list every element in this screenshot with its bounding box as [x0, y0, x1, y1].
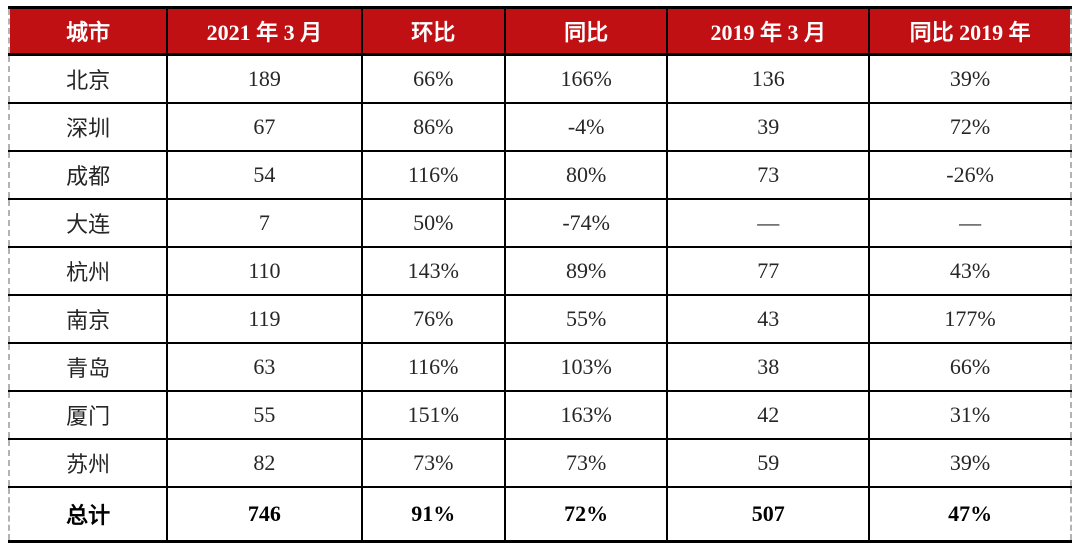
city-cell: 大连: [9, 198, 169, 248]
header-cell-mom: 环比: [360, 7, 506, 56]
value-cell: —: [868, 198, 1071, 248]
value-cell: 55: [166, 390, 363, 440]
table-row-beijing: 北京 189 66% 166% 136 39%: [9, 53, 1071, 104]
value-cell: 82: [166, 438, 363, 488]
value-cell: 143%: [360, 246, 506, 296]
value-cell: —: [666, 198, 871, 248]
value-cell: 39: [666, 102, 871, 152]
value-cell: 7: [166, 198, 363, 248]
table-row-chengdu: 成都 54 116% 80% 73 -26%: [9, 150, 1071, 200]
total-value-cell: 72%: [503, 486, 669, 542]
value-cell: 189: [166, 53, 363, 104]
table-row-suzhou: 苏州 82 73% 73% 59 39%: [9, 438, 1071, 488]
value-cell: 39%: [868, 438, 1071, 488]
value-cell: 116%: [360, 150, 506, 200]
value-cell: 166%: [503, 53, 669, 104]
value-cell: 77: [666, 246, 871, 296]
value-cell: 55%: [503, 294, 669, 344]
value-cell: 103%: [503, 342, 669, 392]
value-cell: 43: [666, 294, 871, 344]
table-row-total: 总计 746 91% 72% 507 47%: [9, 486, 1071, 542]
city-cell: 杭州: [9, 246, 169, 296]
value-cell: 54: [166, 150, 363, 200]
value-cell: 110: [166, 246, 363, 296]
value-cell: 42: [666, 390, 871, 440]
value-cell: 72%: [868, 102, 1071, 152]
header-row: 城市 2021 年 3 月 环比 同比 2019 年 3 月 同比 2019 年: [9, 7, 1071, 56]
value-cell: 73%: [360, 438, 506, 488]
value-cell: 73: [666, 150, 871, 200]
city-cell: 深圳: [9, 102, 169, 152]
value-cell: 43%: [868, 246, 1071, 296]
table-row-shenzhen: 深圳 67 86% -4% 39 72%: [9, 102, 1071, 152]
total-label-cell: 总计: [9, 486, 169, 542]
table-row-qingdao: 青岛 63 116% 103% 38 66%: [9, 342, 1071, 392]
total-value-cell: 47%: [868, 486, 1071, 542]
value-cell: 59: [666, 438, 871, 488]
total-value-cell: 91%: [360, 486, 506, 542]
total-value-cell: 507: [666, 486, 871, 542]
value-cell: -74%: [503, 198, 669, 248]
value-cell: 67: [166, 102, 363, 152]
value-cell: -26%: [868, 150, 1071, 200]
value-cell: 163%: [503, 390, 669, 440]
value-cell: 151%: [360, 390, 506, 440]
value-cell: 38: [666, 342, 871, 392]
value-cell: 66%: [868, 342, 1071, 392]
value-cell: 39%: [868, 53, 1071, 104]
city-cell: 北京: [9, 53, 169, 104]
city-cell: 南京: [9, 294, 169, 344]
header-cell-vs2019: 同比 2019 年: [868, 7, 1071, 56]
city-cell: 青岛: [9, 342, 169, 392]
city-cell: 苏州: [9, 438, 169, 488]
value-cell: 80%: [503, 150, 669, 200]
header-cell-2021-mar: 2021 年 3 月: [166, 7, 363, 56]
header-cell-city: 城市: [9, 7, 169, 56]
value-cell: 31%: [868, 390, 1071, 440]
city-cell: 成都: [9, 150, 169, 200]
table-row-nanjing: 南京 119 76% 55% 43 177%: [9, 294, 1071, 344]
total-value-cell: 746: [166, 486, 363, 542]
city-cell: 厦门: [9, 390, 169, 440]
table-row-dalian: 大连 7 50% -74% — —: [9, 198, 1071, 248]
value-cell: 177%: [868, 294, 1071, 344]
table-row-xiamen: 厦门 55 151% 163% 42 31%: [9, 390, 1071, 440]
value-cell: 50%: [360, 198, 506, 248]
header-cell-yoy: 同比: [503, 7, 669, 56]
value-cell: -4%: [503, 102, 669, 152]
value-cell: 76%: [360, 294, 506, 344]
value-cell: 63: [166, 342, 363, 392]
value-cell: 136: [666, 53, 871, 104]
city-stats-table: 城市 2021 年 3 月 环比 同比 2019 年 3 月 同比 2019 年…: [8, 6, 1072, 543]
value-cell: 116%: [360, 342, 506, 392]
value-cell: 89%: [503, 246, 669, 296]
value-cell: 119: [166, 294, 363, 344]
value-cell: 86%: [360, 102, 506, 152]
table-row-hangzhou: 杭州 110 143% 89% 77 43%: [9, 246, 1071, 296]
header-cell-2019-mar: 2019 年 3 月: [666, 7, 871, 56]
value-cell: 66%: [360, 53, 506, 104]
value-cell: 73%: [503, 438, 669, 488]
